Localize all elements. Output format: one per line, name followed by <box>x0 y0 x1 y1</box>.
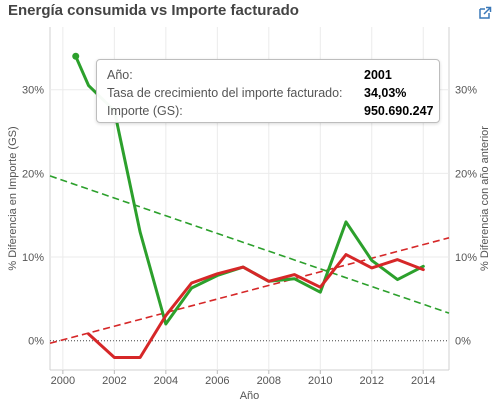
series-line-red <box>89 255 424 358</box>
x-tick-label: 2010 <box>308 375 332 387</box>
x-tick-label: 2014 <box>411 375 435 387</box>
y-tick-label-right: 30% <box>455 85 477 97</box>
y-tick-label-left: 10% <box>22 252 44 264</box>
tooltip-year-value: 2001 <box>364 66 392 84</box>
y-tick-label-left: 0% <box>28 336 44 348</box>
tooltip-growth-value: 34,03% <box>364 84 406 102</box>
tooltip-year-label: Año: <box>107 66 133 84</box>
tooltip: Año: 2001 Tasa de crecimiento del import… <box>96 59 440 123</box>
x-axis-title: Año <box>240 390 260 402</box>
y-axis-title-right: % Diferencia con año anterior <box>479 126 491 271</box>
tooltip-row-year: Año: 2001 <box>107 66 429 84</box>
tooltip-amount-value: 950.690.247 <box>364 102 434 120</box>
tooltip-growth-label: Tasa de crecimiento del importe facturad… <box>107 84 343 102</box>
y-tick-label-right: 20% <box>455 168 477 180</box>
tooltip-row-amount: Importe (GS): 950.690.247 <box>107 102 429 120</box>
x-tick-label: 2012 <box>360 375 384 387</box>
highlighted-data-point <box>72 53 79 60</box>
x-tick-label: 2000 <box>51 375 75 387</box>
y-tick-label-right: 10% <box>455 252 477 264</box>
y-tick-label-left: 20% <box>22 168 44 180</box>
tooltip-row-growth: Tasa de crecimiento del importe facturad… <box>107 84 429 102</box>
x-tick-label: 2002 <box>102 375 126 387</box>
x-tick-label: 2008 <box>257 375 281 387</box>
x-tick-label: 2006 <box>205 375 229 387</box>
y-tick-label-left: 30% <box>22 85 44 97</box>
trendline-green <box>50 176 449 313</box>
y-tick-label-right: 0% <box>455 336 471 348</box>
tooltip-amount-label: Importe (GS): <box>107 102 183 120</box>
x-tick-label: 2004 <box>154 375 178 387</box>
y-axis-title-left: % Diferencia en Importe (GS) <box>7 126 19 270</box>
trendline-red <box>50 238 449 343</box>
